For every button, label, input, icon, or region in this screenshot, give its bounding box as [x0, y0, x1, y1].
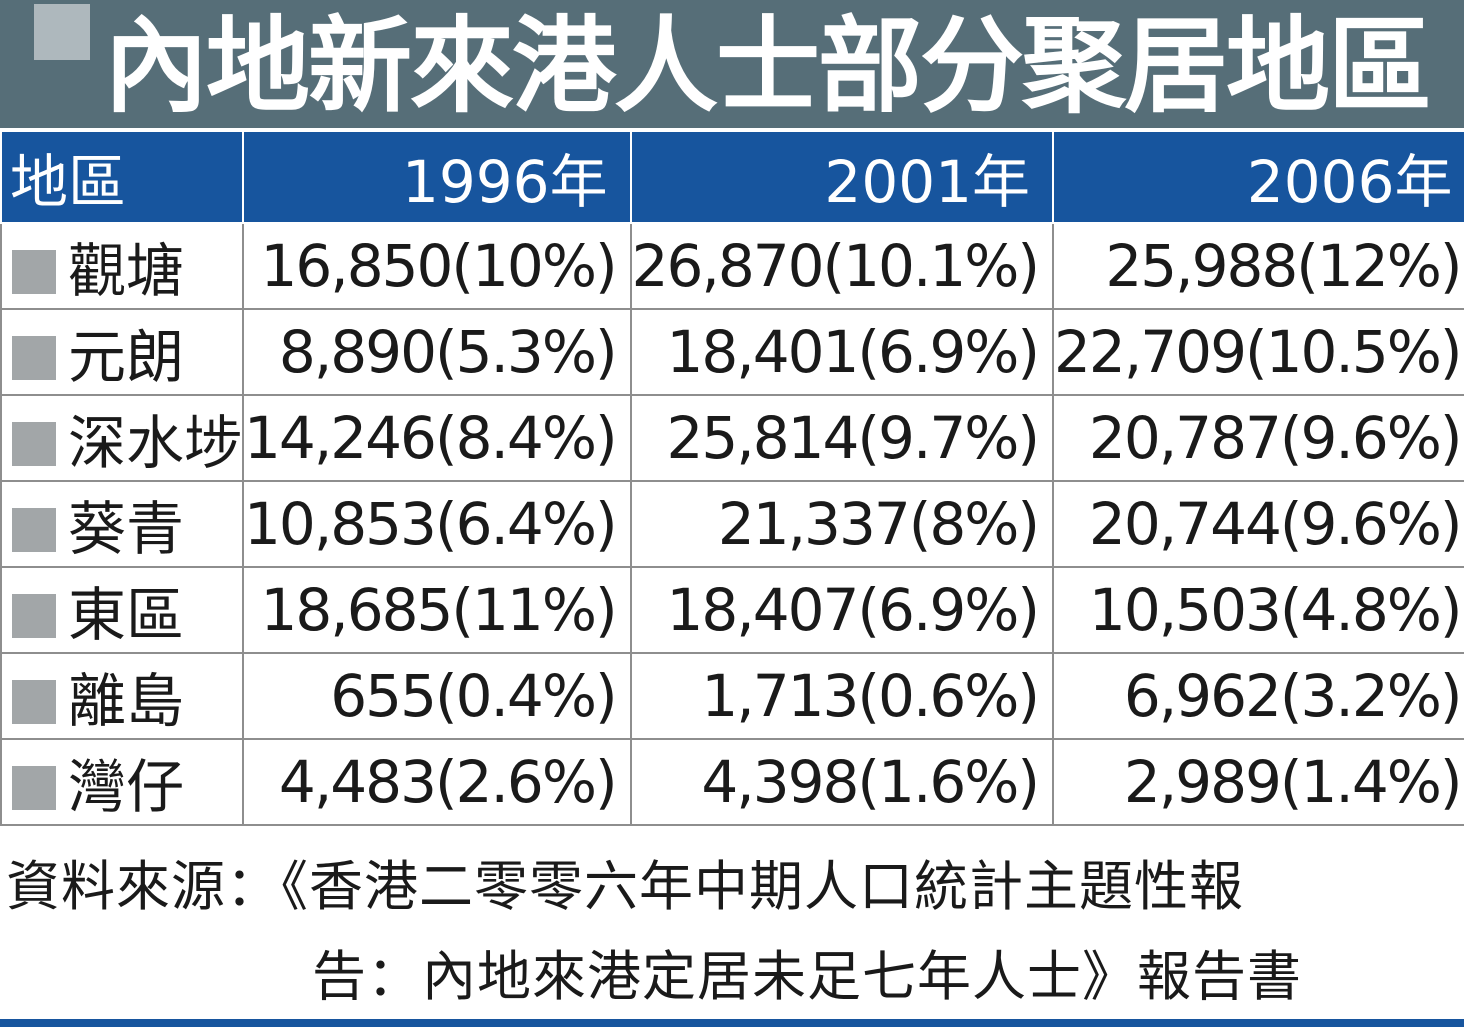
district-label: 離島	[68, 667, 185, 735]
value-2001-cell: 18,401(6.9%)	[629, 308, 1055, 396]
column-header-2001: 2001年	[629, 130, 1055, 224]
district-cell: 元朗	[0, 308, 245, 396]
value-2006-cell: 10,503(4.8%)	[1052, 566, 1464, 654]
value-2001-cell: 26,870(10.1%)	[629, 222, 1055, 310]
square-bullet-icon	[12, 507, 56, 552]
value-2006-cell: 22,709(10.5%)	[1052, 308, 1464, 396]
title-bar: 內地新來港人士部分聚居地區	[0, 0, 1464, 128]
column-header-1996: 1996年	[242, 130, 632, 224]
data-table: 地區 1996年 2001年 2006年 觀塘 16,850(10%) 26,870…	[0, 130, 1464, 826]
square-bullet-icon	[12, 765, 56, 810]
value-2006-cell: 2,989(1.4%)	[1052, 738, 1464, 826]
table-row: 灣仔 4,483(2.6%) 4,398(1.6%) 2,989(1.4%)	[0, 738, 1464, 826]
district-label: 深水埗	[68, 409, 243, 477]
source-line-1: 資料來源：《香港二零零六年中期人口統計主題性報	[6, 855, 1244, 918]
value-1996-cell: 4,483(2.6%)	[242, 738, 632, 826]
square-bullet-icon	[12, 593, 56, 638]
value-2001-cell: 4,398(1.6%)	[629, 738, 1055, 826]
value-2001-cell: 25,814(9.7%)	[629, 394, 1055, 482]
district-label: 觀塘	[68, 237, 185, 305]
district-cell: 東區	[0, 566, 245, 654]
value-2006-cell: 20,787(9.6%)	[1052, 394, 1464, 482]
table-row: 葵青 10,853(6.4%) 21,337(8%) 20,744(9.6%)	[0, 480, 1464, 568]
value-1996-cell: 8,890(5.3%)	[242, 308, 632, 396]
table-row: 元朗 8,890(5.3%) 18,401(6.9%) 22,709(10.5%)	[0, 308, 1464, 396]
district-cell: 灣仔	[0, 738, 245, 826]
source-note: 資料來源：《香港二零零六年中期人口統計主題性報 告：內地來港定居未足七年人士》報…	[6, 842, 1458, 1022]
value-1996-cell: 16,850(10%)	[242, 222, 632, 310]
column-header-district: 地區	[0, 130, 245, 224]
district-cell: 葵青	[0, 480, 245, 568]
table-row: 觀塘 16,850(10%) 26,870(10.1%) 25,988(12%)	[0, 222, 1464, 310]
value-1996-cell: 655(0.4%)	[242, 652, 632, 740]
square-bullet-icon	[12, 335, 56, 380]
square-bullet-icon	[12, 421, 56, 466]
district-cell: 深水埗	[0, 394, 245, 482]
value-1996-cell: 14,246(8.4%)	[242, 394, 632, 482]
value-2006-cell: 6,962(3.2%)	[1052, 652, 1464, 740]
district-label: 東區	[68, 581, 185, 649]
district-label: 葵青	[68, 495, 185, 563]
district-cell: 離島	[0, 652, 245, 740]
table-header-row: 地區 1996年 2001年 2006年	[0, 130, 1464, 224]
value-2006-cell: 20,744(9.6%)	[1052, 480, 1464, 568]
value-2001-cell: 21,337(8%)	[629, 480, 1055, 568]
value-1996-cell: 18,685(11%)	[242, 566, 632, 654]
table-row: 離島 655(0.4%) 1,713(0.6%) 6,962(3.2%)	[0, 652, 1464, 740]
column-header-2006: 2006年	[1052, 130, 1464, 224]
table-row: 東區 18,685(11%) 18,407(6.9%) 10,503(4.8%)	[0, 566, 1464, 654]
district-label: 灣仔	[68, 753, 185, 821]
title-square-icon	[34, 4, 90, 60]
square-bullet-icon	[12, 249, 56, 294]
chart-title: 內地新來港人士部分聚居地區	[104, 5, 1432, 127]
value-1996-cell: 10,853(6.4%)	[242, 480, 632, 568]
square-bullet-icon	[12, 679, 56, 724]
district-cell: 觀塘	[0, 222, 245, 310]
value-2006-cell: 25,988(12%)	[1052, 222, 1464, 310]
table-row: 深水埗 14,246(8.4%) 25,814(9.7%) 20,787(9.6%)	[0, 394, 1464, 482]
bottom-rule	[0, 1019, 1464, 1027]
source-line-2: 告：內地來港定居未足七年人士》報告書	[312, 945, 1302, 1008]
district-label: 元朗	[68, 323, 185, 391]
value-2001-cell: 1,713(0.6%)	[629, 652, 1055, 740]
value-2001-cell: 18,407(6.9%)	[629, 566, 1055, 654]
